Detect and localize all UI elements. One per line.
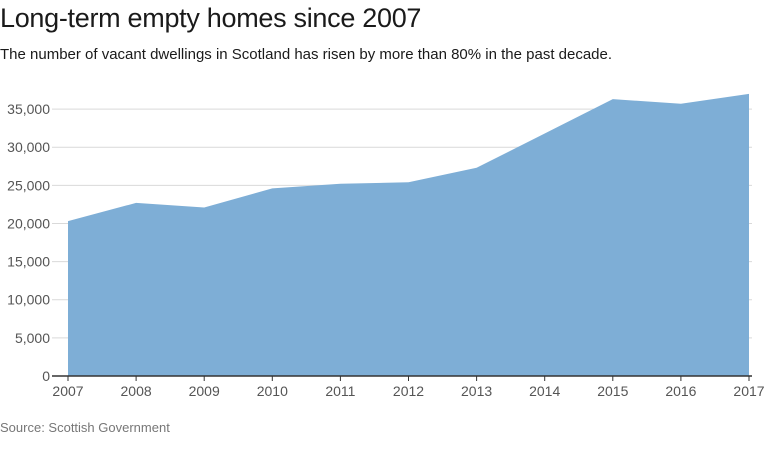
x-tick-label: 2013 (461, 383, 492, 399)
x-tick-label: 2011 (325, 383, 355, 399)
x-tick-label: 2015 (597, 383, 628, 399)
x-tick-label: 2014 (529, 383, 560, 399)
x-tick-label: 2008 (121, 383, 152, 399)
area-series (68, 93, 749, 377)
x-tick-label: 2007 (52, 383, 83, 399)
x-tick-labels: 2007 2008 2009 2010 2011 2012 2013 2014 2015 2016… (52, 376, 765, 399)
chart-subtitle: The number of vacant dwellings in Scotla… (0, 46, 613, 63)
y-tick-labels: 0 5,000 10,000 15,000 20,000 25,000 30,000 35,0… (7, 101, 50, 384)
y-tick-label: 20,000 (7, 215, 50, 231)
y-tick-label: 15,000 (7, 254, 50, 270)
y-tick-label: 35,000 (7, 101, 50, 117)
y-tick-label: 0 (42, 368, 50, 384)
source-note: Source: Scottish Government (0, 420, 170, 435)
x-tick-label: 2016 (665, 383, 696, 399)
x-tick-label: 2012 (393, 383, 424, 399)
chart-title: Long-term empty homes since 2007 (0, 3, 422, 33)
x-tick-label: 2010 (257, 383, 288, 399)
empty-homes-area (68, 93, 749, 377)
y-tick-label: 5,000 (15, 330, 50, 346)
y-tick-label: 30,000 (7, 139, 50, 155)
y-tick-label: 10,000 (7, 292, 50, 308)
x-tick-label: 2017 (733, 383, 764, 399)
y-tick-label: 25,000 (7, 177, 50, 193)
x-tick-label: 2009 (189, 383, 220, 399)
